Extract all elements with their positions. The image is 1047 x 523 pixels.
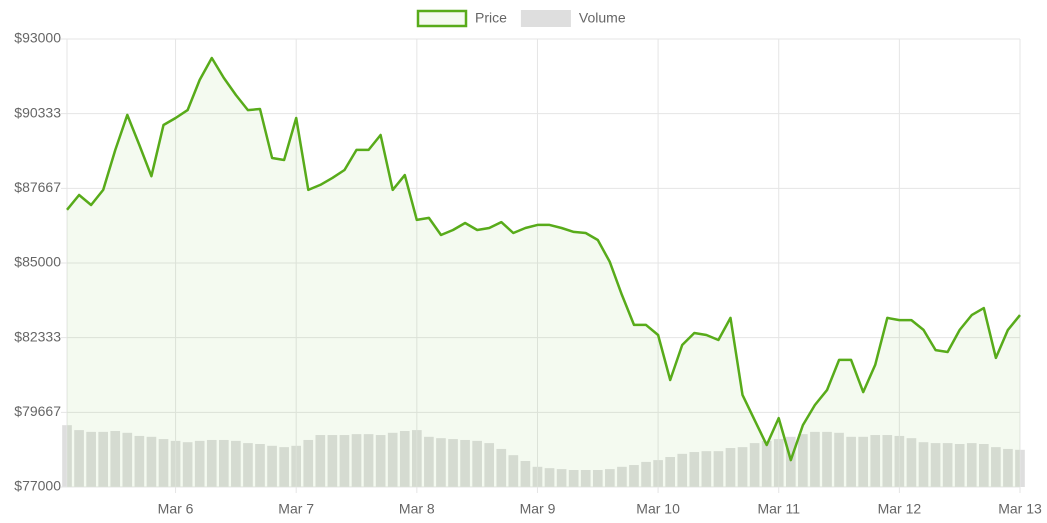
volume-bar xyxy=(339,435,350,487)
volume-bar xyxy=(713,451,724,487)
legend-label: Volume xyxy=(579,10,626,26)
volume-bar xyxy=(870,435,881,487)
volume-bar xyxy=(991,447,1001,487)
volume-bar xyxy=(605,469,615,487)
grid xyxy=(61,38,1021,493)
volume-bar xyxy=(954,443,965,487)
volume-bar xyxy=(544,468,555,487)
volume-bar xyxy=(737,447,748,487)
x-tick-label: Mar 11 xyxy=(757,501,800,517)
volume-bar xyxy=(110,431,121,487)
x-tick-label: Mar 9 xyxy=(520,501,556,517)
volume-bar xyxy=(966,443,977,487)
volume-bar xyxy=(484,443,495,487)
x-tick-label: Mar 6 xyxy=(158,501,194,517)
volume-bar xyxy=(182,442,193,487)
volume-bar xyxy=(243,443,253,487)
volume-bar xyxy=(641,461,651,487)
volume-bar xyxy=(520,461,531,487)
volume-bar xyxy=(580,469,591,487)
volume-bar xyxy=(930,443,941,487)
volume-bar xyxy=(424,436,434,487)
labels: $77000 $79667 $82333 $85000 $87667 $90333 $930… xyxy=(14,10,1042,517)
legend-label: Price xyxy=(475,10,507,26)
volume-bar xyxy=(134,435,145,487)
price-area xyxy=(67,58,1020,487)
volume-bar xyxy=(882,435,893,487)
volume-bar xyxy=(665,456,675,487)
volume-bar xyxy=(448,439,458,487)
volume-bar xyxy=(363,434,374,487)
volume-bars xyxy=(62,425,1025,487)
volume-bar xyxy=(556,469,567,487)
volume-bar xyxy=(810,431,820,487)
y-tick-label: $85000 xyxy=(14,254,61,270)
volume-bar xyxy=(906,438,917,487)
volume-bar xyxy=(798,434,808,487)
y-tick-label: $77000 xyxy=(14,478,61,494)
volume-bar xyxy=(617,466,627,487)
volume-bar xyxy=(918,442,929,487)
y-tick-label: $93000 xyxy=(14,30,61,46)
volume-bar xyxy=(158,439,169,487)
volume-bar xyxy=(568,469,579,487)
volume-bar xyxy=(749,443,760,487)
volume-bar xyxy=(98,431,109,487)
x-tick-label: Mar 10 xyxy=(636,501,680,517)
volume-bar xyxy=(303,439,314,487)
volume-bar xyxy=(74,430,84,487)
volume-bar xyxy=(255,443,265,487)
volume-bar xyxy=(436,438,446,487)
volume-bar xyxy=(315,435,326,487)
y-tick-label: $79667 xyxy=(14,403,61,419)
y-tick-label: $90333 xyxy=(14,104,61,120)
volume-bar xyxy=(761,440,772,487)
volume-bar xyxy=(279,447,289,487)
volume-bar xyxy=(267,445,277,487)
volume-bar xyxy=(834,432,844,487)
volume-bar xyxy=(1003,448,1013,487)
legend-swatch xyxy=(520,10,571,27)
volume-bar xyxy=(375,435,386,487)
volume-bar xyxy=(218,439,229,487)
volume-bar xyxy=(194,440,205,487)
volume-bar xyxy=(785,436,796,487)
volume-bar xyxy=(725,448,736,487)
volume-bar xyxy=(496,448,507,487)
volume-bar xyxy=(206,439,217,487)
x-tick-label: Mar 12 xyxy=(878,501,922,517)
volume-bar xyxy=(122,432,133,487)
volume-bar xyxy=(351,434,362,487)
volume-bar xyxy=(701,451,712,487)
x-tick-label: Mar 7 xyxy=(278,501,314,517)
volume-bar xyxy=(327,435,338,487)
price-line xyxy=(66,56,1021,462)
volume-bar xyxy=(629,465,639,487)
volume-bar xyxy=(822,431,832,487)
volume-bar xyxy=(677,453,688,487)
volume-bar xyxy=(978,443,989,487)
volume-bar xyxy=(689,452,700,487)
volume-bar xyxy=(146,436,157,487)
volume-bar xyxy=(387,432,398,487)
plot xyxy=(66,56,1021,487)
volume-bar xyxy=(231,440,241,487)
volume-bar xyxy=(942,443,953,487)
volume-bar xyxy=(508,455,519,487)
volume-bar xyxy=(86,431,96,487)
volume-bar xyxy=(460,439,470,487)
x-tick-label: Mar 13 xyxy=(998,501,1042,517)
volume-bar xyxy=(592,469,603,487)
volume-bar xyxy=(846,436,856,487)
x-tick-label: Mar 8 xyxy=(399,501,435,517)
volume-bar xyxy=(472,440,482,487)
legend-swatch xyxy=(416,9,468,28)
volume-bar xyxy=(858,436,869,487)
y-tick-label: $87667 xyxy=(14,179,61,195)
y-tick-label: $82333 xyxy=(14,328,61,344)
volume-bar xyxy=(399,431,410,487)
